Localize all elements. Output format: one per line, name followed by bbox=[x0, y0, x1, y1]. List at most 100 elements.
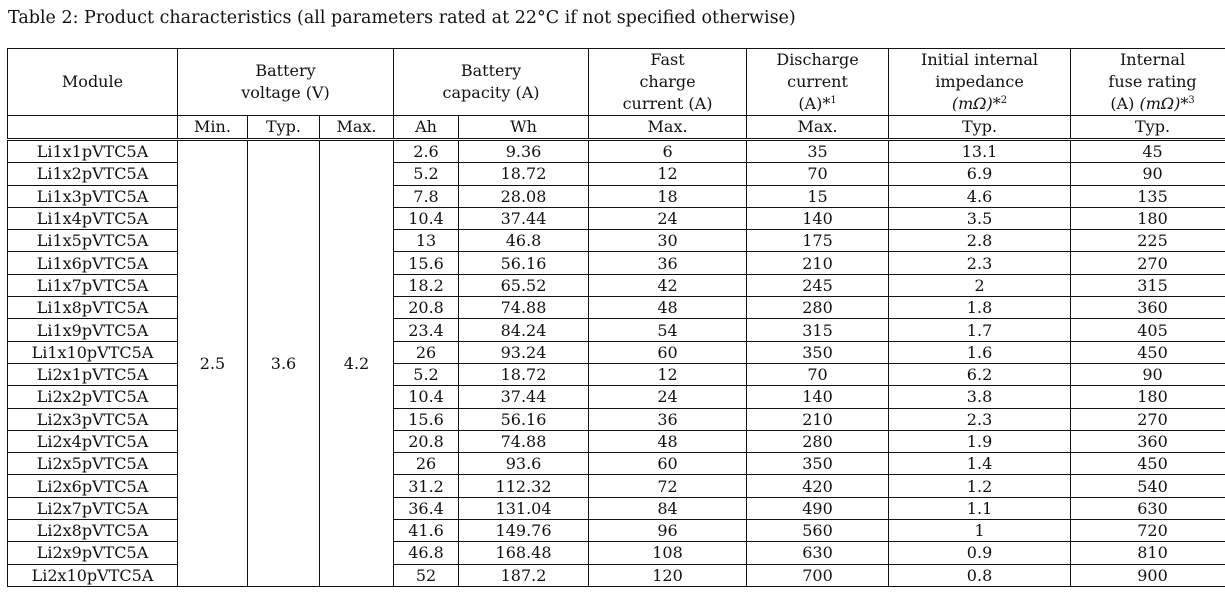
impedance-cell: 1 bbox=[888, 519, 1072, 543]
fast-charge-cell: 18 bbox=[588, 184, 748, 208]
module-cell: Li2x5pVTC5A bbox=[7, 452, 178, 476]
table-row: Li1x9pVTC5A 23.4 84.24 54 315 1.7 405 bbox=[7, 318, 1225, 342]
impedance-cell: 2 bbox=[888, 273, 1072, 298]
capacity-ah-cell: 31.2 bbox=[393, 474, 460, 498]
discharge-cell: 630 bbox=[746, 541, 890, 565]
module-cell: Li2x10pVTC5A bbox=[7, 563, 178, 587]
table-row: Li2x10pVTC5A 52 187.2 120 700 0.8 900 bbox=[7, 563, 1225, 587]
fast-charge-cell: 30 bbox=[588, 229, 748, 253]
fuse-cell: 180 bbox=[1070, 206, 1225, 231]
module-cell: Li2x7pVTC5A bbox=[7, 496, 178, 521]
fast-charge-cell: 84 bbox=[588, 496, 748, 521]
module-cell: Li2x9pVTC5A bbox=[7, 541, 178, 565]
discharge-cell: 420 bbox=[746, 474, 890, 498]
capacity-wh-cell: 18.72 bbox=[458, 162, 590, 186]
discharge-cell: 70 bbox=[746, 162, 890, 186]
fast-charge-cell: 54 bbox=[588, 318, 748, 342]
subheader-cell: Typ. bbox=[888, 115, 1072, 140]
module-cell: Li2x4pVTC5A bbox=[7, 429, 178, 454]
impedance-cell: 6.9 bbox=[888, 162, 1072, 186]
capacity-ah-cell: 23.4 bbox=[393, 318, 460, 342]
fast-charge-cell: 60 bbox=[588, 340, 748, 364]
fuse-cell: 90 bbox=[1070, 162, 1225, 186]
capacity-wh-cell: 37.44 bbox=[458, 385, 590, 409]
fast-charge-cell: 120 bbox=[588, 563, 748, 587]
module-cell: Li1x3pVTC5A bbox=[7, 184, 178, 208]
voltage-max-cell: 4.2 bbox=[318, 138, 395, 587]
header-battery-voltage: Battery voltage (V) bbox=[176, 48, 395, 116]
module-cell: Li1x10pVTC5A bbox=[7, 340, 178, 364]
fuse-cell: 360 bbox=[1070, 296, 1225, 320]
impedance-cell: 6.2 bbox=[888, 362, 1072, 387]
capacity-wh-cell: 28.08 bbox=[458, 184, 590, 208]
table-row: Li1x6pVTC5A 15.6 56.16 36 210 2.3 270 bbox=[7, 251, 1225, 275]
discharge-cell: 280 bbox=[746, 429, 890, 454]
capacity-wh-cell: 37.44 bbox=[458, 206, 590, 231]
header-initial-internal-impedance: Initial internal impedance (mΩ)*2 bbox=[888, 48, 1072, 116]
capacity-wh-cell: 93.24 bbox=[458, 340, 590, 364]
fast-charge-cell: 48 bbox=[588, 296, 748, 320]
capacity-ah-cell: 2.6 bbox=[393, 137, 460, 164]
subheader-cell: Max. bbox=[318, 115, 395, 140]
capacity-wh-cell: 187.2 bbox=[458, 563, 590, 587]
discharge-cell: 210 bbox=[746, 407, 890, 431]
impedance-cell: 0.8 bbox=[888, 563, 1072, 587]
fuse-cell: 90 bbox=[1070, 362, 1225, 387]
fast-charge-cell: 24 bbox=[588, 206, 748, 231]
capacity-ah-cell: 26 bbox=[393, 452, 460, 476]
fuse-cell: 135 bbox=[1070, 184, 1225, 208]
subheader-empty bbox=[7, 115, 178, 140]
table-row: Li2x7pVTC5A 36.4 131.04 84 490 1.1 630 bbox=[7, 496, 1225, 521]
impedance-cell: 1.2 bbox=[888, 474, 1072, 498]
fast-charge-cell: 72 bbox=[588, 474, 748, 498]
discharge-cell: 140 bbox=[746, 206, 890, 231]
impedance-cell: 2.3 bbox=[888, 251, 1072, 275]
impedance-cell: 1.8 bbox=[888, 296, 1072, 320]
capacity-wh-cell: 56.16 bbox=[458, 407, 590, 431]
discharge-cell: 350 bbox=[746, 452, 890, 476]
module-cell: Li2x2pVTC5A bbox=[7, 385, 178, 409]
fuse-cell: 810 bbox=[1070, 541, 1225, 565]
fuse-cell: 720 bbox=[1070, 519, 1225, 543]
fuse-cell: 225 bbox=[1070, 229, 1225, 253]
capacity-ah-cell: 13 bbox=[393, 229, 460, 253]
footnote-mark-1: 1 bbox=[830, 95, 837, 106]
fast-charge-cell: 12 bbox=[588, 162, 748, 186]
capacity-ah-cell: 52 bbox=[393, 563, 460, 587]
discharge-cell: 700 bbox=[746, 563, 890, 587]
capacity-wh-cell: 9.36 bbox=[458, 137, 590, 164]
impedance-cell: 2.8 bbox=[888, 229, 1072, 253]
capacity-ah-cell: 26 bbox=[393, 340, 460, 364]
discharge-cell: 560 bbox=[746, 519, 890, 543]
capacity-wh-cell: 74.88 bbox=[458, 429, 590, 454]
impedance-cell: 3.8 bbox=[888, 385, 1072, 409]
fast-charge-cell: 42 bbox=[588, 273, 748, 298]
capacity-ah-cell: 46.8 bbox=[393, 541, 460, 565]
table-row: Li2x2pVTC5A 10.4 37.44 24 140 3.8 180 bbox=[7, 385, 1225, 409]
fast-charge-cell: 108 bbox=[588, 541, 748, 565]
product-characteristics-table: Module Battery voltage (V) Battery capac… bbox=[7, 48, 1225, 587]
table-row: Li2x5pVTC5A 26 93.6 60 350 1.4 450 bbox=[7, 452, 1225, 476]
capacity-ah-cell: 15.6 bbox=[393, 251, 460, 275]
header-discharge-current: Discharge current (A)*1 bbox=[746, 48, 890, 116]
discharge-cell: 280 bbox=[746, 296, 890, 320]
module-cell: Li1x7pVTC5A bbox=[7, 273, 178, 298]
subheader-cell: Max. bbox=[746, 115, 890, 140]
table-row: Li1x2pVTC5A 5.2 18.72 12 70 6.9 90 bbox=[7, 162, 1225, 186]
impedance-cell: 3.5 bbox=[888, 206, 1072, 231]
fuse-cell: 540 bbox=[1070, 474, 1225, 498]
module-cell: Li2x1pVTC5A bbox=[7, 362, 178, 387]
module-cell: Li1x1pVTC5A bbox=[7, 137, 178, 164]
fuse-cell: 315 bbox=[1070, 273, 1225, 298]
discharge-cell: 210 bbox=[746, 251, 890, 275]
discharge-cell: 350 bbox=[746, 340, 890, 364]
impedance-cell: 1.9 bbox=[888, 429, 1072, 454]
capacity-ah-cell: 36.4 bbox=[393, 496, 460, 521]
capacity-wh-cell: 18.72 bbox=[458, 362, 590, 387]
fuse-cell: 45 bbox=[1070, 137, 1225, 164]
fuse-cell: 270 bbox=[1070, 407, 1225, 431]
capacity-wh-cell: 131.04 bbox=[458, 496, 590, 521]
subheader-cell: Max. bbox=[588, 115, 748, 140]
capacity-wh-cell: 149.76 bbox=[458, 519, 590, 543]
header-fast-charge-current: Fast charge current (A) bbox=[588, 48, 748, 116]
